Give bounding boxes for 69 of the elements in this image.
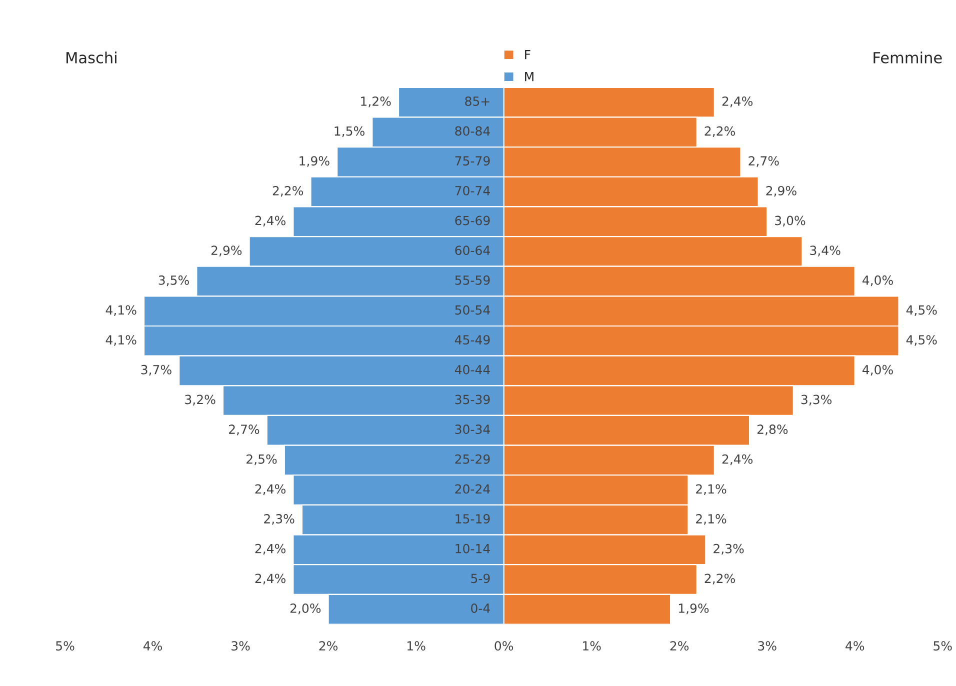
data-label: 2,4% — [255, 216, 286, 227]
data-label: 2,9% — [766, 186, 796, 197]
x-tick-label: 2% — [319, 641, 338, 651]
y-tick-label: 35-39 — [455, 394, 490, 404]
text: F — [525, 50, 530, 60]
data-label: 1,9% — [300, 156, 330, 167]
text: Femmine — [874, 52, 942, 64]
y-tick-label: 60-64 — [455, 246, 490, 256]
data-label: 2,3% — [714, 544, 744, 555]
y-tick-label: 65-69 — [455, 216, 490, 226]
data-label: 1,2% — [361, 96, 391, 108]
data-label: 4,5% — [906, 335, 937, 346]
y-tick-label: 10-14 — [456, 544, 490, 554]
y-tick-label: 45-49 — [454, 335, 490, 345]
data-label: 2,7% — [228, 424, 260, 436]
y-tick-label: 15-19 — [456, 514, 490, 524]
data-label: 2,4% — [255, 574, 286, 584]
x-tick-label: 5% — [934, 641, 952, 651]
data-label: 2,2% — [704, 574, 735, 584]
x-tick-label: 1% — [583, 641, 601, 651]
x-tick-label: 4% — [846, 641, 864, 651]
data-label: 2,3% — [264, 514, 294, 525]
data-label: 4,0% — [862, 275, 893, 286]
data-label: 2,1% — [696, 484, 726, 495]
y-tick-label: 0-4 — [471, 604, 490, 613]
data-label: 4,1% — [106, 305, 136, 316]
x-tick-label: 3% — [232, 641, 250, 651]
data-label: 2,7% — [748, 156, 779, 167]
data-label: 4,1% — [106, 335, 136, 346]
x-tick-label: 1% — [408, 641, 426, 651]
y-tick-label: 25-29 — [455, 454, 490, 464]
data-label: 4,0% — [862, 364, 893, 376]
data-label: 2,9% — [211, 246, 242, 256]
legend-label: M — [525, 72, 534, 82]
data-label: 3,3% — [801, 394, 832, 406]
data-label: 4,5% — [906, 305, 937, 316]
data-label: 2,4% — [255, 544, 286, 555]
y-tick-label: 80-84 — [455, 126, 490, 136]
y-tick-label: 55-59 — [455, 275, 490, 285]
y-tick-label: 50-54 — [455, 305, 490, 315]
x-tick-label: 3% — [758, 641, 776, 651]
x-tick-label: 4% — [143, 641, 162, 651]
y-tick-label: 40-44 — [454, 364, 490, 374]
y-tick-label: 70-74 — [455, 186, 490, 196]
y-tick-label: 20-24 — [455, 484, 490, 494]
data-label: 3,4% — [810, 246, 840, 256]
data-label: 3,2% — [185, 394, 216, 406]
x-tick-label: 2% — [670, 641, 689, 651]
y-tick-label: 30-34 — [455, 424, 490, 434]
text: Maschi — [66, 52, 116, 64]
data-label: 2,8% — [757, 424, 788, 436]
data-label: 3,0% — [775, 216, 806, 227]
data-label: 2,2% — [704, 126, 735, 138]
data-label: 1,5% — [334, 126, 364, 138]
data-label: 2,2% — [272, 186, 304, 197]
data-label: 3,5% — [158, 275, 189, 286]
data-label: 2,4% — [255, 484, 286, 495]
y-tick-label: 85+ — [465, 96, 490, 106]
y-tick-label: 5-9 — [471, 574, 490, 584]
x-tick-label: 5% — [56, 641, 74, 651]
data-label: 2,1% — [696, 514, 726, 525]
data-label: 2,0% — [290, 604, 321, 614]
data-label: 3,7% — [141, 364, 172, 376]
y-tick-label: 75-79 — [455, 156, 490, 166]
data-label: 2,5% — [246, 454, 277, 466]
data-label: 2,4% — [722, 454, 753, 466]
x-tick-label: 0% — [494, 641, 514, 651]
data-label: 1,9% — [678, 604, 709, 614]
data-label: 2,4% — [722, 96, 753, 108]
